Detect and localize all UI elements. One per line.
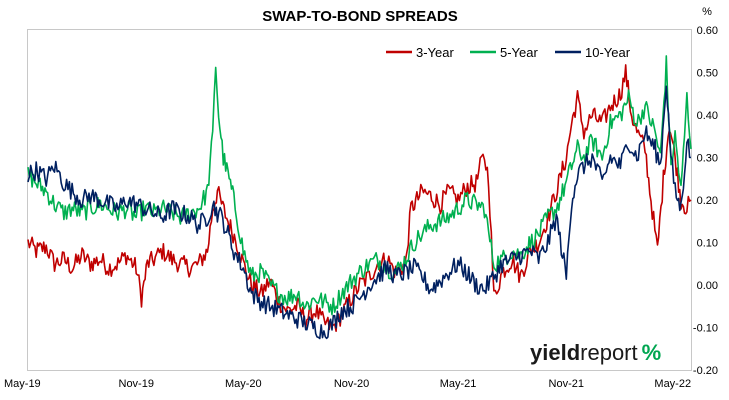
x-axis: May-19 Nov-19 May-20 Nov-20 May-21 Nov-21 May-… (4, 378, 691, 390)
yieldreport-logo: yieldreport% (530, 340, 661, 365)
x-tick-label: May-22 (654, 378, 691, 390)
y-tick-label: 0.30 (697, 153, 718, 165)
x-tick-label: Nov-20 (334, 378, 369, 390)
legend-label: 10-Year (585, 45, 631, 60)
series-line-5-year (27, 55, 692, 316)
series-line-10-year (27, 85, 692, 340)
x-tick-label: Nov-21 (549, 378, 584, 390)
series-line-3-year (27, 64, 692, 332)
y-axis: 0.60 0.50 0.40 0.30 0.20 0.10 0.00 -0.10 -0.20 (693, 25, 718, 377)
x-tick-label: May-20 (225, 378, 262, 390)
y-tick-label: 0.50 (697, 68, 718, 80)
y-tick-label: 0.20 (697, 195, 718, 207)
logo-percent-symbol: % (642, 340, 662, 365)
y-tick-label: -0.10 (693, 323, 718, 335)
x-tick-label: Nov-19 (119, 378, 154, 390)
legend-label: 5-Year (500, 45, 538, 60)
y-unit-label: % (702, 6, 712, 18)
x-tick-label: May-19 (4, 378, 41, 390)
y-tick-label: -0.20 (693, 365, 718, 377)
chart-title: SWAP-TO-BOND SPREADS (262, 8, 458, 25)
legend-label: 3-Year (416, 45, 454, 60)
y-tick-label: 0.40 (697, 110, 718, 122)
y-tick-label: 0.10 (697, 238, 718, 250)
logo-text: yieldreport% (530, 340, 661, 365)
y-tick-label: 0.00 (697, 280, 718, 292)
y-tick-label: 0.60 (697, 25, 718, 37)
logo-part-report: report (580, 340, 637, 365)
legend: 3-Year 5-Year 10-Year (386, 45, 631, 60)
series-group (27, 55, 692, 340)
x-tick-label: May-21 (440, 378, 477, 390)
logo-part-yield: yield (530, 340, 580, 365)
plot-area (27, 29, 692, 371)
